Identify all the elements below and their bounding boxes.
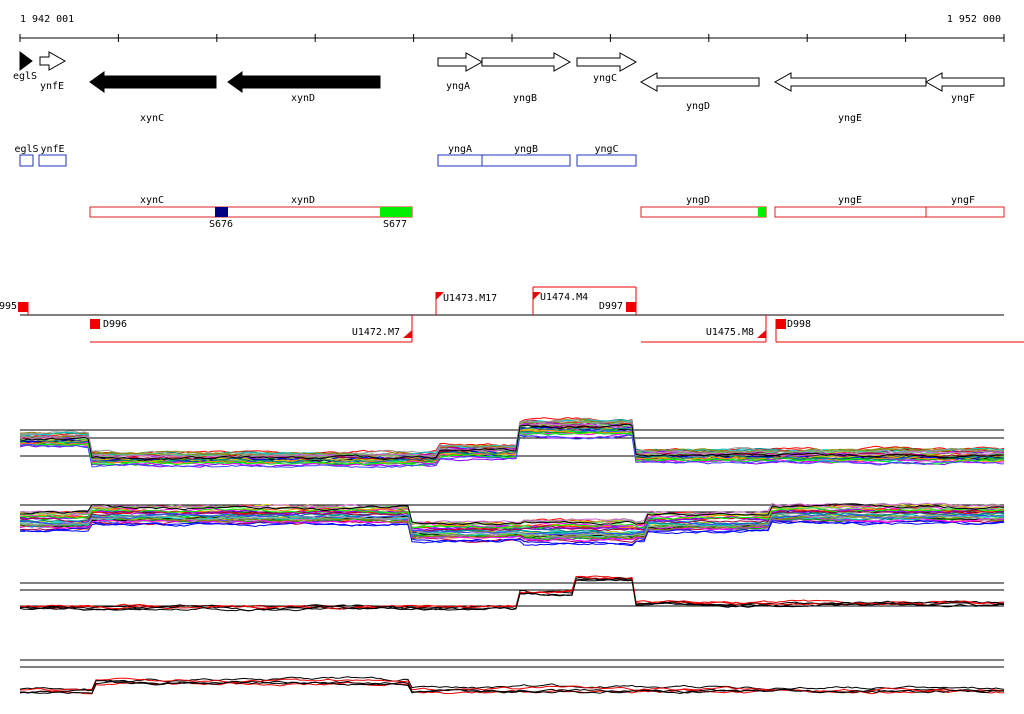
feature-flag [533, 292, 541, 300]
red-label: xynD [291, 195, 315, 206]
expression-line [19, 512, 1005, 538]
expression-line [19, 676, 1005, 691]
gene-label: yngF [951, 93, 975, 104]
feature-square [18, 302, 28, 312]
gene-arrow [227, 71, 381, 93]
red-label: yngE [838, 195, 862, 206]
red-label: yngF [951, 195, 975, 206]
red-label: xynC [140, 195, 164, 206]
gene-label: xynD [291, 93, 315, 104]
gene-arrow [576, 52, 638, 72]
gene-arrow [773, 72, 927, 92]
expression-line [19, 434, 1005, 469]
gene-label: yngD [686, 101, 710, 112]
blue-box [437, 154, 483, 167]
expression-line [19, 503, 1005, 526]
feature-label: 995 [0, 301, 17, 312]
blue-box [481, 154, 571, 167]
blue-label: yngB [514, 144, 538, 155]
red-box [89, 206, 413, 218]
blue-label: eglS [14, 144, 38, 155]
red-box [774, 206, 1005, 218]
expression-line [19, 516, 1005, 541]
site-label: S677 [383, 219, 407, 230]
feature-label: D997 [599, 301, 623, 312]
expression-line [19, 431, 1005, 467]
feature-square [776, 319, 786, 329]
ruler-end: 1 952 000 [947, 14, 1001, 25]
expression-line [19, 423, 1005, 461]
red-label: yngD [686, 195, 710, 206]
blue-label: ynfE [40, 144, 64, 155]
feature-flag [403, 330, 412, 338]
expression-line [20, 677, 1005, 693]
gene-arrow [924, 72, 1005, 92]
gene-arrow [19, 51, 33, 71]
site-block [758, 207, 766, 217]
gene-label: xynC [140, 113, 164, 124]
gene-label: eglS [13, 71, 37, 82]
gene-label: yngE [838, 113, 862, 124]
feature-label: D996 [103, 319, 127, 330]
gene-label: yngC [593, 73, 617, 84]
feature-label: D998 [787, 319, 811, 330]
feature-flag [757, 330, 766, 338]
site-block [380, 207, 412, 217]
expression-line [19, 679, 1005, 695]
feature-label: U1473.M17 [443, 293, 497, 304]
blue-box [576, 154, 637, 167]
feature-label: U1475.M8 [706, 327, 754, 338]
site-block [215, 207, 228, 217]
gene-arrow [639, 72, 760, 92]
site-label: S676 [209, 219, 233, 230]
feature-square [90, 319, 100, 329]
expression-line [19, 511, 1005, 535]
blue-box [19, 154, 34, 167]
gene-label: yngB [513, 93, 537, 104]
blue-label: yngA [448, 144, 472, 155]
feature-square [626, 302, 636, 312]
red-box [640, 206, 767, 218]
gene-arrow [481, 52, 572, 72]
gene-label: ynfE [40, 81, 64, 92]
feature-flag [436, 292, 444, 300]
expression-line [19, 519, 1005, 546]
expression-line [19, 509, 1005, 532]
gene-arrow [89, 71, 217, 93]
blue-label: yngC [594, 144, 618, 155]
ruler-start: 1 942 001 [20, 14, 74, 25]
gene-arrow [437, 52, 484, 72]
feature-label: U1474.M4 [540, 292, 588, 303]
feature-label: U1472.M7 [352, 327, 400, 338]
gene-arrow [39, 51, 67, 71]
gene-label: yngA [446, 81, 470, 92]
expression-line [19, 578, 1005, 612]
blue-box [38, 154, 67, 167]
